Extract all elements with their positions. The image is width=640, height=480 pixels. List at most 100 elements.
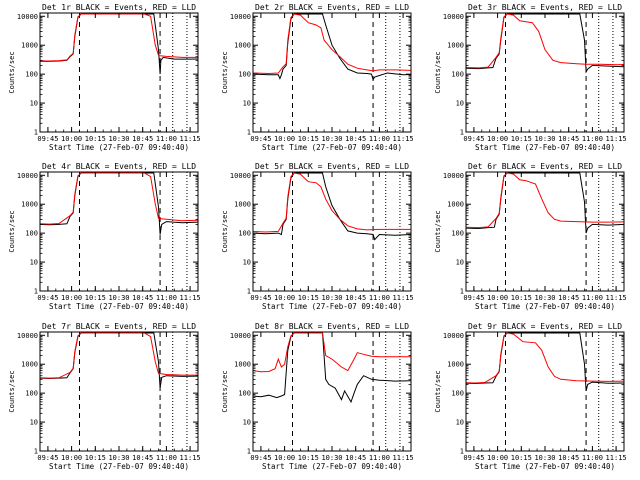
y-axis-label: Counts/sec	[8, 370, 16, 412]
x-axis-label: Start Time (27-Feb-07 09:40:40)	[475, 462, 615, 471]
x-tick-label: 10:15	[298, 454, 319, 462]
panel-title: Det 6r BLACK = Events, RED = LLD	[468, 162, 622, 171]
series-events-line	[466, 332, 624, 392]
y-tick-label: 1	[34, 288, 38, 296]
y-tick-label: 10	[30, 419, 38, 427]
y-axis-label: Counts/sec	[8, 210, 16, 252]
series-events-line	[40, 13, 198, 75]
series-events-line	[466, 13, 624, 74]
series-events-line	[253, 172, 411, 241]
y-tick-label: 1000	[21, 361, 38, 369]
y-tick-label: 10000	[443, 13, 464, 21]
x-tick-label: 10:00	[61, 454, 82, 462]
x-axis-label: Start Time (27-Feb-07 09:40:40)	[475, 143, 615, 152]
x-axis-label: Start Time (27-Feb-07 09:40:40)	[49, 143, 189, 152]
y-tick-label: 10000	[230, 172, 251, 180]
y-tick-label: 1	[34, 129, 38, 137]
y-tick-label: 10	[243, 419, 251, 427]
y-tick-label: 100	[451, 71, 464, 79]
panel-title: Det 1r BLACK = Events, RED = LLD	[42, 3, 196, 12]
x-tick-label: 11:15	[180, 454, 201, 462]
x-tick-label: 10:30	[534, 294, 555, 302]
x-tick-label: 10:30	[321, 454, 342, 462]
x-tick-label: 10:15	[85, 454, 106, 462]
y-tick-label: 10000	[443, 332, 464, 340]
x-tick-label: 11:15	[180, 294, 201, 302]
x-tick-label: 10:45	[558, 135, 579, 143]
y-tick-label: 1000	[21, 201, 38, 209]
y-axis-label: Counts/sec	[221, 210, 229, 252]
x-tick-label: 10:30	[108, 454, 129, 462]
x-tick-label: 11:00	[582, 294, 603, 302]
x-tick-label: 10:15	[85, 294, 106, 302]
series-lld-line	[466, 13, 624, 69]
x-tick-label: 10:30	[534, 135, 555, 143]
x-tick-label: 10:00	[487, 294, 508, 302]
y-tick-label: 10	[243, 259, 251, 267]
series-events-line	[253, 13, 411, 81]
x-tick-label: 10:15	[511, 454, 532, 462]
x-tick-label: 11:15	[393, 135, 414, 143]
x-axis-label: Start Time (27-Feb-07 09:40:40)	[262, 302, 402, 311]
series-lld-line	[466, 172, 624, 229]
plot-frame	[465, 331, 625, 452]
y-tick-label: 100	[451, 230, 464, 238]
y-tick-label: 1	[460, 129, 464, 137]
y-tick-label: 1000	[447, 42, 464, 50]
series-lld-line	[466, 332, 624, 384]
series-lld-line	[253, 172, 411, 233]
y-tick-label: 10000	[230, 332, 251, 340]
x-tick-label: 10:45	[132, 294, 153, 302]
y-tick-label: 10000	[17, 13, 38, 21]
panel-title: Det 8r BLACK = Events, RED = LLD	[255, 322, 409, 331]
y-axis-label: Counts/sec	[434, 210, 442, 252]
x-tick-label: 11:15	[393, 294, 414, 302]
y-tick-label: 100	[238, 390, 251, 398]
series-events-line	[253, 332, 411, 404]
y-tick-label: 10	[30, 259, 38, 267]
x-tick-label: 10:30	[108, 135, 129, 143]
y-tick-label: 10	[456, 419, 464, 427]
x-tick-label: 11:00	[156, 294, 177, 302]
y-tick-label: 100	[451, 390, 464, 398]
y-axis-label: Counts/sec	[221, 370, 229, 412]
y-tick-label: 100	[238, 71, 251, 79]
y-tick-label: 1	[34, 448, 38, 456]
y-tick-label: 1000	[21, 42, 38, 50]
plot-frame	[465, 171, 625, 292]
panel-2: Det 2r BLACK = Events, RED = LLD 1 10 100 10…	[221, 3, 414, 152]
panel-title: Det 2r BLACK = Events, RED = LLD	[255, 3, 409, 12]
x-tick-label: 11:00	[369, 135, 390, 143]
x-tick-label: 11:00	[156, 135, 177, 143]
x-tick-label: 10:15	[298, 135, 319, 143]
y-tick-label: 10000	[17, 172, 38, 180]
plot-frame	[39, 171, 199, 292]
x-tick-label: 09:45	[463, 294, 484, 302]
y-tick-label: 100	[25, 230, 38, 238]
panel-title: Det 7r BLACK = Events, RED = LLD	[42, 322, 196, 331]
y-axis-label: Counts/sec	[434, 370, 442, 412]
panel-3: Det 3r BLACK = Events, RED = LLD 1 10 100 10…	[434, 3, 627, 152]
y-tick-label: 100	[25, 71, 38, 79]
plot-frame	[252, 331, 412, 452]
plot-frame	[39, 12, 199, 133]
x-tick-label: 11:15	[606, 454, 627, 462]
x-tick-label: 09:45	[37, 294, 58, 302]
x-tick-label: 10:30	[108, 294, 129, 302]
series-lld-line	[40, 332, 198, 379]
y-tick-label: 1	[247, 288, 251, 296]
series-lld-line	[253, 13, 411, 75]
x-tick-label: 10:45	[132, 454, 153, 462]
x-tick-label: 10:45	[132, 135, 153, 143]
x-tick-label: 10:15	[511, 294, 532, 302]
x-tick-label: 10:00	[274, 294, 295, 302]
x-tick-label: 10:00	[61, 135, 82, 143]
x-tick-label: 09:45	[250, 454, 271, 462]
x-tick-label: 09:45	[37, 454, 58, 462]
x-tick-label: 10:45	[345, 454, 366, 462]
y-tick-label: 1	[460, 288, 464, 296]
panel-8: Det 8r BLACK = Events, RED = LLD 1 10 100 10…	[221, 322, 414, 471]
y-tick-label: 1	[460, 448, 464, 456]
y-axis-label: Counts/sec	[8, 51, 16, 93]
plot-frame	[39, 331, 199, 452]
